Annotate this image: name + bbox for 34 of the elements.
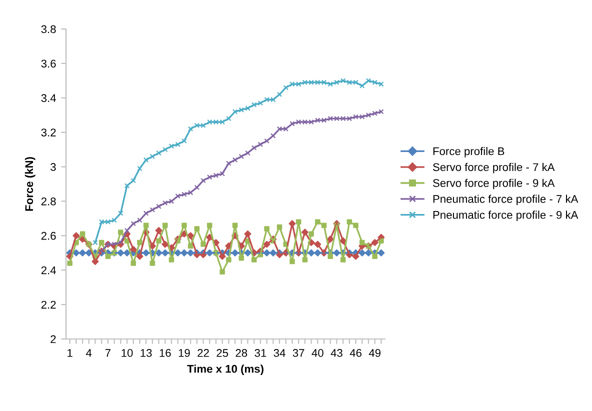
x-tick-label: 40 bbox=[312, 349, 324, 357]
y-axis-title: Force (kN) bbox=[24, 157, 36, 211]
x-tick-label: 1 bbox=[68, 349, 72, 357]
y-tick-label: 3.2 bbox=[41, 128, 56, 136]
legend-label: Servo force profile - 7 kA bbox=[432, 162, 555, 174]
x-tick-label: 7 bbox=[105, 349, 110, 357]
legend-label: Pneumatic force profile - 7 kA bbox=[433, 194, 578, 206]
x-tick-label: 10 bbox=[122, 349, 133, 357]
x-tick-label: 43 bbox=[330, 349, 342, 357]
legend-label: Pneumatic force profile - 9 kA bbox=[433, 210, 578, 222]
y-tick-label: 3.8 bbox=[41, 25, 56, 34]
y-tick-label: 3 bbox=[50, 163, 56, 171]
x-tick-label: 49 bbox=[368, 349, 380, 357]
x-tick-label: 34 bbox=[274, 349, 286, 357]
x-tick-label: 37 bbox=[292, 349, 304, 357]
y-tick-label: 3.6 bbox=[41, 60, 56, 68]
x-axis-title: Time x 10 (ms) bbox=[187, 364, 264, 375]
x-tick-label: 25 bbox=[216, 349, 228, 357]
legend-label: Servo force profile - 9 kA bbox=[432, 178, 555, 190]
x-tick-label: 31 bbox=[254, 349, 266, 357]
x-tick-label: 19 bbox=[178, 349, 190, 357]
y-tick-label: 2 bbox=[50, 335, 56, 344]
y-tick-label: 2.2 bbox=[41, 300, 56, 309]
x-tick-label: 16 bbox=[160, 349, 171, 357]
y-tick-label: 2.8 bbox=[41, 197, 56, 206]
x-tick-label: 28 bbox=[236, 349, 248, 357]
y-tick-label: 3.4 bbox=[41, 94, 56, 102]
legend-label: Force profile B bbox=[433, 146, 504, 158]
y-tick-label: 2.4 bbox=[41, 266, 56, 274]
x-tick-label: 22 bbox=[198, 349, 209, 357]
x-tick-label: 4 bbox=[86, 349, 92, 357]
y-tick-label: 2.6 bbox=[41, 232, 56, 240]
x-tick-label: 46 bbox=[350, 349, 362, 357]
x-tick-label: 13 bbox=[140, 349, 152, 357]
